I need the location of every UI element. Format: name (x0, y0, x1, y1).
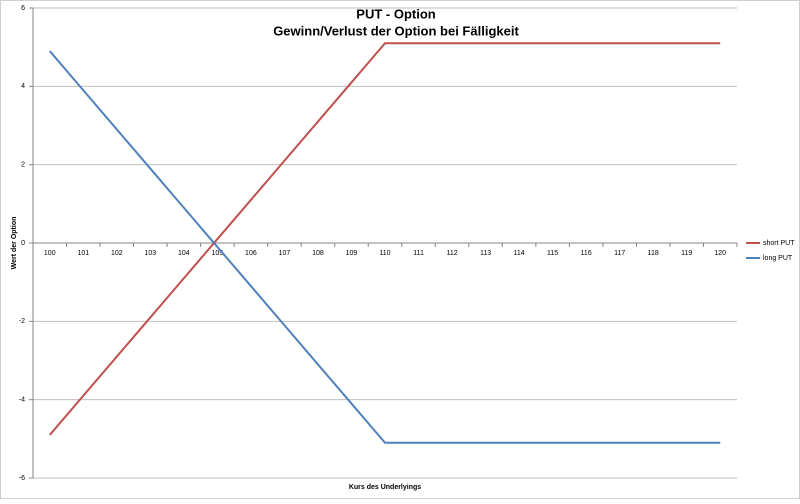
x-tick-label: 100 (44, 250, 56, 257)
x-tick-label: 119 (681, 250, 692, 257)
x-tick-label: 108 (312, 250, 324, 257)
series-line (49, 50, 721, 444)
chart-subtitle: Gewinn/Verlust der Option bei Fälligkeit (273, 23, 519, 38)
x-tick-label: 105 (212, 250, 224, 257)
x-tick-label: 120 (714, 250, 726, 257)
x-tick-label: 101 (77, 250, 89, 257)
x-tick-label: 103 (144, 250, 156, 257)
x-tick-label: 109 (346, 250, 358, 257)
y-tick-label: 4 (21, 83, 25, 90)
chart-title: PUT - Option (356, 6, 435, 21)
y-tick-label: -4 (19, 397, 25, 404)
y-tick-label: -6 (19, 475, 25, 482)
y-tick-label: 0 (21, 240, 25, 247)
x-tick-label: 110 (379, 250, 390, 257)
legend-label: short PUT (763, 240, 795, 247)
y-tick-label: -2 (19, 318, 25, 325)
x-tick-label: 107 (279, 250, 291, 257)
x-tick-label: 111 (413, 250, 424, 257)
x-axis-label: Kurs des Underlyings (349, 484, 421, 491)
y-tick-label: 6 (21, 5, 25, 12)
x-tick-label: 114 (514, 250, 525, 257)
x-tick-label: 115 (547, 250, 558, 257)
y-tick-label: 2 (21, 162, 25, 169)
x-tick-label: 113 (480, 250, 491, 257)
y-axis-label: Wert der Option (11, 217, 18, 270)
x-tick-label: 106 (245, 250, 257, 257)
x-tick-label: 117 (614, 250, 625, 257)
legend-label: long PUT (763, 255, 793, 262)
x-tick-label: 102 (111, 250, 123, 257)
x-tick-label: 104 (178, 250, 190, 257)
series-line (49, 42, 721, 436)
x-tick-label: 116 (581, 250, 592, 257)
x-tick-label: 112 (446, 250, 457, 257)
x-tick-label: 118 (648, 250, 659, 257)
